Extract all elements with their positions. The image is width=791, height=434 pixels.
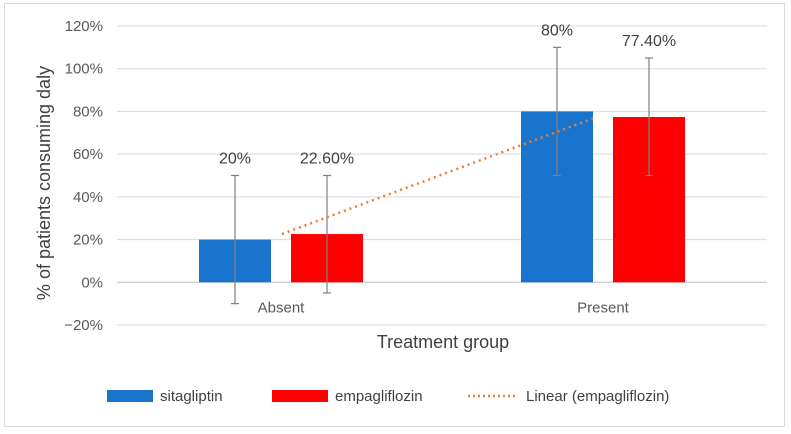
data-label: 80%	[541, 22, 573, 39]
x-tick-label-present: Present	[577, 299, 630, 316]
legend-label-empagliflozin: empagliflozin	[335, 388, 423, 405]
y-tick-label: 20%	[73, 232, 103, 249]
legend-swatch-empagliflozin	[272, 390, 328, 402]
y-tick-label: 0%	[81, 274, 103, 291]
y-tick-label: 120%	[65, 18, 103, 35]
y-tick-label: 40%	[73, 189, 103, 206]
trendline-empagliflozin	[281, 115, 598, 236]
legend: sitagliptin empagliflozin Linear (empagl…	[107, 388, 669, 405]
legend-label-sitagliptin: sitagliptin	[160, 388, 223, 405]
y-axis-ticks: 120% 100% 80% 60% 40% 20% 0% −20%	[64, 18, 103, 334]
data-label: 22.60%	[300, 151, 354, 168]
legend-label-trendline: Linear (empagliflozin)	[526, 388, 669, 405]
y-tick-label: −20%	[64, 317, 103, 334]
data-labels: 20% 80% 22.60% 77.40%	[219, 22, 676, 167]
trendline	[281, 115, 598, 236]
y-tick-label: 100%	[65, 61, 103, 78]
error-bars	[231, 46, 653, 305]
x-axis-title: Treatment group	[377, 332, 509, 352]
y-axis-title: % of patients consuming daly	[34, 66, 54, 300]
y-tick-label: 80%	[73, 103, 103, 120]
y-tick-label: 60%	[73, 146, 103, 163]
x-tick-label-absent: Absent	[258, 299, 306, 316]
data-label: 20%	[219, 151, 251, 168]
legend-swatch-sitagliptin	[107, 390, 153, 402]
x-axis-categories: Absent Present	[258, 299, 630, 316]
data-label: 77.40%	[622, 33, 676, 50]
